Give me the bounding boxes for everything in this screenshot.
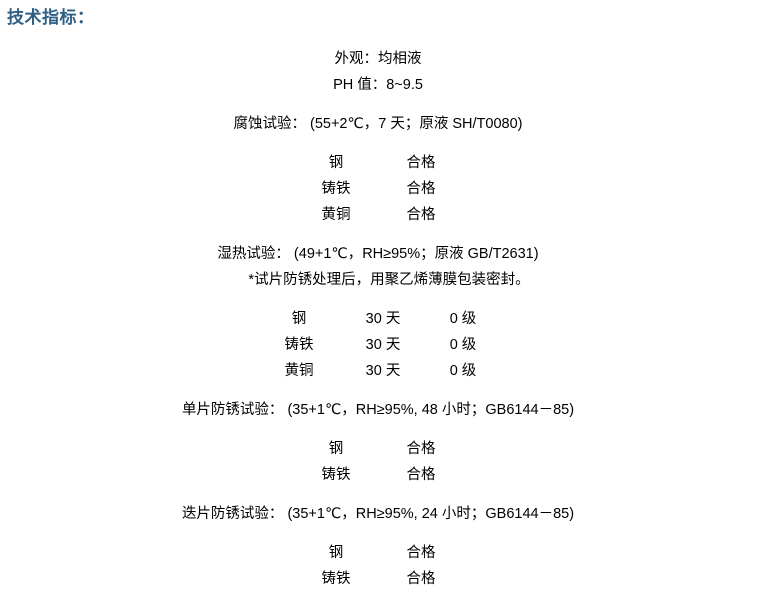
material-name: 钢 <box>328 441 344 457</box>
material-result: 合格 <box>406 545 436 561</box>
table-row: 迭片防锈试验： (35+1℃，RH≥95%, 24 小时；GB6144－85) <box>11 495 745 534</box>
material-duration: 30 天 <box>365 311 401 327</box>
material-duration: 30 天 <box>365 363 401 379</box>
section-corrosion-condition: 腐蚀试验： (55+2℃，7 天；原液 SH/T0080) <box>11 105 745 144</box>
spec-line: 单片防锈试验： (35+1℃，RH≥95%, 48 小时；GB6144－85) <box>181 402 575 418</box>
material-duration: 30 天 <box>365 337 401 353</box>
table-row: 钢 合格 铸铁 合格 <box>11 430 745 495</box>
spec-line: 迭片防锈试验： (35+1℃，RH≥95%, 24 小时；GB6144－85) <box>181 506 575 522</box>
section-appearance: 外观：均相液 PH 值：8~9.5 <box>11 40 745 105</box>
material-result-row: 钢 合格 <box>11 540 745 566</box>
material-name: 钢 <box>328 155 344 171</box>
material-result-row: 黄铜 合格 <box>11 202 745 228</box>
material-result-row: 钢 合格 <box>11 436 745 462</box>
material-result: 合格 <box>406 181 436 197</box>
material-result: 合格 <box>406 155 436 171</box>
technical-spec-table: 外观：均相液 PH 值：8~9.5 腐蚀试验： (55+2℃，7 天；原液 SH… <box>11 40 745 599</box>
spec-line: 腐蚀试验： (55+2℃，7 天；原液 SH/T0080) <box>233 116 523 132</box>
table-row: 单片防锈试验： (35+1℃，RH≥95%, 48 小时；GB6144－85) <box>11 391 745 430</box>
table-row: 腐蚀试验： (55+2℃，7 天；原液 SH/T0080) <box>11 105 745 144</box>
section-corrosion-results: 钢 合格 铸铁 合格 黄铜 合格 <box>11 144 745 235</box>
material-name: 钢 <box>328 545 344 561</box>
section-single-sheet-results: 钢 合格 铸铁 合格 <box>11 430 745 495</box>
spec-note: *试片防锈处理后，用聚乙烯薄膜包装密封。 <box>248 272 530 288</box>
material-result: 合格 <box>406 441 436 457</box>
page-title: 技术指标： <box>7 8 95 27</box>
technical-spec-page: 技术指标： 外观：均相液 PH 值：8~9.5 腐蚀试验： (55+2℃，7 天… <box>7 8 574 587</box>
table-row: 钢 合格 铸铁 合格 <box>11 534 745 599</box>
material-result: 合格 <box>406 467 436 483</box>
material-result-row: 铸铁 30 天 0 级 <box>11 332 745 358</box>
material-grade: 0 级 <box>449 337 477 353</box>
material-name: 黄铜 <box>321 207 351 223</box>
material-name: 铸铁 <box>284 337 314 353</box>
section-humidity-condition: 湿热试验： (49+1℃，RH≥95%；原液 GB/T2631) *试片防锈处理… <box>11 235 745 300</box>
material-result-row: 钢 合格 <box>11 150 745 176</box>
spec-line: PH 值：8~9.5 <box>333 77 423 93</box>
material-name: 铸铁 <box>321 571 351 587</box>
table-row: 湿热试验： (49+1℃，RH≥95%；原液 GB/T2631) *试片防锈处理… <box>11 235 745 300</box>
material-grade: 0 级 <box>449 311 477 327</box>
material-name: 黄铜 <box>284 363 314 379</box>
table-row: 外观：均相液 PH 值：8~9.5 <box>11 40 745 105</box>
material-name: 铸铁 <box>321 181 351 197</box>
material-grade: 0 级 <box>449 363 477 379</box>
table-row: 钢 30 天 0 级 铸铁 30 天 0 级 黄铜 30 天 0 级 <box>11 300 745 391</box>
material-name: 钢 <box>291 311 307 327</box>
material-result: 合格 <box>406 571 436 587</box>
spec-line: 湿热试验： (49+1℃，RH≥95%；原液 GB/T2631) <box>217 246 539 262</box>
section-stacked-sheet-results: 钢 合格 铸铁 合格 <box>11 534 745 599</box>
material-result-row: 铸铁 合格 <box>11 566 745 592</box>
material-result-row: 铸铁 合格 <box>11 462 745 488</box>
table-row: 钢 合格 铸铁 合格 黄铜 合格 <box>11 144 745 235</box>
spec-line: 外观：均相液 <box>334 51 422 67</box>
material-result: 合格 <box>406 207 436 223</box>
section-stacked-sheet-condition: 迭片防锈试验： (35+1℃，RH≥95%, 24 小时；GB6144－85) <box>11 495 745 534</box>
material-result-row: 铸铁 合格 <box>11 176 745 202</box>
material-result-row: 钢 30 天 0 级 <box>11 306 745 332</box>
section-single-sheet-condition: 单片防锈试验： (35+1℃，RH≥95%, 48 小时；GB6144－85) <box>11 391 745 430</box>
section-humidity-results: 钢 30 天 0 级 铸铁 30 天 0 级 黄铜 30 天 0 级 <box>11 300 745 391</box>
material-name: 铸铁 <box>321 467 351 483</box>
material-result-row: 黄铜 30 天 0 级 <box>11 358 745 384</box>
